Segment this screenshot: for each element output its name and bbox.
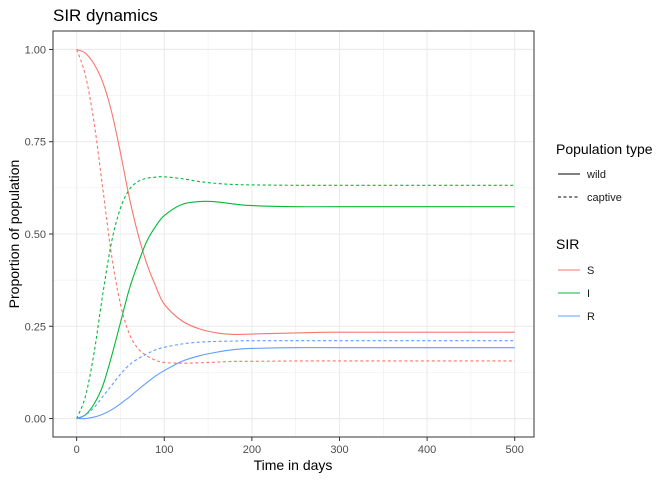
series-line-i-captive <box>76 176 515 419</box>
y-tick-label: 0.50 <box>25 229 46 241</box>
legend-s-label: S <box>587 265 594 277</box>
legend-captive-label: captive <box>587 192 622 204</box>
x-tick-label: 300 <box>330 444 348 456</box>
y-axis: 0.00 0.25 0.50 0.75 1.00 <box>25 44 53 426</box>
legend-wild-label: wild <box>586 169 606 181</box>
y-tick-label: 0.75 <box>25 137 46 149</box>
x-axis: 0 100 200 300 400 500 <box>74 437 524 456</box>
x-tick-label: 200 <box>243 444 261 456</box>
legend-sir: SIR S I R <box>556 236 595 323</box>
series-line-s-wild <box>76 48 515 335</box>
legend-i-label: I <box>587 288 590 300</box>
y-tick-label: 0.00 <box>25 414 46 426</box>
legend-population-type-title: Population type <box>556 141 653 157</box>
chart-title: SIR dynamics <box>53 6 158 25</box>
y-tick-label: 0.25 <box>25 321 46 333</box>
y-tick-label: 1.00 <box>25 44 46 56</box>
legend-population-type: Population type wild captive <box>556 141 653 204</box>
x-tick-label: 100 <box>155 444 173 456</box>
x-axis-title: Time in days <box>254 457 333 473</box>
series-line-i-wild <box>76 200 515 420</box>
x-tick-label: 0 <box>74 444 80 456</box>
legend-r-label: R <box>587 311 595 323</box>
x-tick-label: 500 <box>506 444 524 456</box>
series-line-r-captive <box>76 340 515 420</box>
series-line-r-wild <box>76 347 515 420</box>
series-line-s-captive <box>76 49 515 364</box>
x-tick-label: 400 <box>418 444 436 456</box>
series-lines <box>76 48 515 420</box>
legend-sir-title: SIR <box>556 236 579 252</box>
major-gridlines <box>53 31 534 437</box>
y-axis-title: Proportion of population <box>6 160 22 309</box>
